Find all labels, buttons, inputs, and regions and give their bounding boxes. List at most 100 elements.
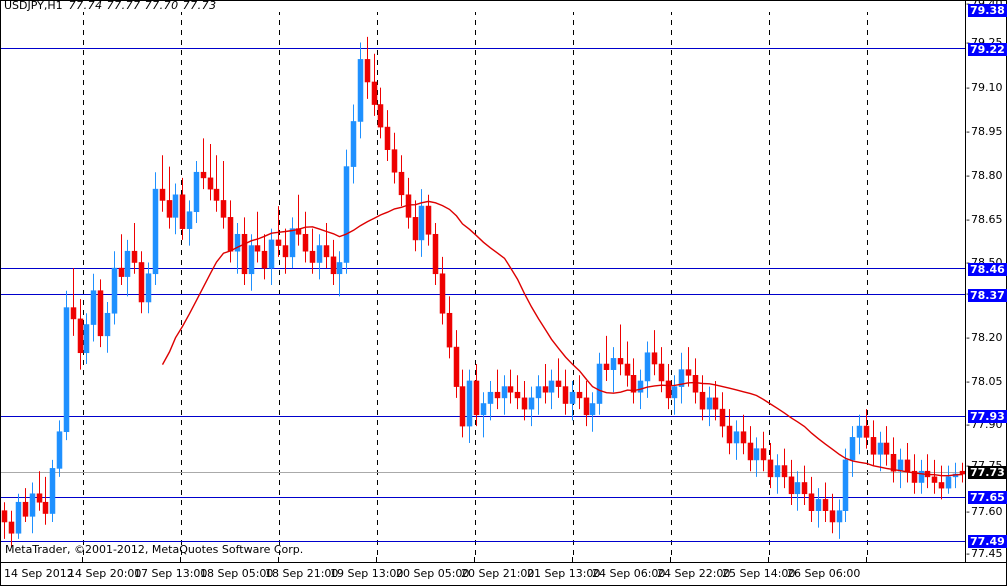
price-tick: ‐79.10 bbox=[966, 82, 1003, 93]
candle-body bbox=[569, 391, 576, 404]
candle-body bbox=[610, 358, 617, 370]
price-tick-label: 78.65 bbox=[971, 213, 1003, 226]
candle-body bbox=[644, 352, 651, 382]
candle-body bbox=[213, 188, 220, 201]
price-tick-mark: ‐ bbox=[966, 37, 971, 48]
candle-body bbox=[42, 501, 49, 514]
candle-body bbox=[261, 250, 268, 269]
moving-average-line bbox=[161, 200, 963, 477]
price-level-badge[interactable]: 79.22 bbox=[968, 43, 1007, 56]
candle-body bbox=[494, 391, 501, 399]
candle-body bbox=[179, 194, 186, 229]
price-level-badge[interactable]: 78.46 bbox=[968, 263, 1007, 276]
candle-body bbox=[836, 510, 843, 523]
candle-body bbox=[596, 363, 603, 404]
time-tick-label: 18 Sep 21:00 bbox=[265, 567, 339, 580]
price-tick-label: 78.80 bbox=[971, 169, 1003, 182]
price-tick: ‐77.45 bbox=[966, 548, 1003, 559]
candle-body bbox=[507, 386, 514, 393]
price-level-badge[interactable]: 77.73 bbox=[968, 466, 1007, 479]
candle-body bbox=[22, 501, 29, 517]
time-tick-label: 25 Sep 14:00 bbox=[722, 567, 796, 580]
candle-body bbox=[398, 171, 405, 196]
candle-body bbox=[275, 239, 282, 246]
candle-body bbox=[931, 476, 938, 483]
candle-body bbox=[603, 363, 610, 370]
candle-body bbox=[36, 493, 43, 503]
price-tick-mark: ‐ bbox=[966, 257, 971, 268]
candle-body bbox=[706, 397, 713, 410]
price-level-badge[interactable]: 79.38 bbox=[968, 4, 1007, 17]
candle-body bbox=[794, 482, 801, 495]
price-level-badge[interactable]: 77.93 bbox=[968, 410, 1007, 423]
time-axis[interactable]: 14 Sep 2012 14 Sep 20:00 17 Sep 13:00 18 Se… bbox=[0, 557, 1007, 586]
candle-body bbox=[302, 233, 309, 252]
price-level-badge[interactable]: 77.65 bbox=[968, 491, 1007, 504]
candle-body bbox=[350, 121, 357, 167]
candle-body bbox=[487, 391, 494, 404]
candle-body bbox=[890, 453, 897, 472]
time-tick-label: 24 Sep 22:00 bbox=[657, 567, 731, 580]
candle-body bbox=[166, 200, 173, 218]
price-tick-label: 77.45 bbox=[971, 547, 1003, 560]
price-tick-label: 77.75 bbox=[971, 459, 1003, 472]
candle-body bbox=[528, 397, 535, 410]
candle-body bbox=[343, 166, 350, 263]
price-axis[interactable]: ‐79.40‐79.25‐79.10‐78.95‐78.80‐78.65‐78.… bbox=[966, 0, 1007, 563]
candle-body bbox=[459, 386, 466, 427]
candle-body bbox=[8, 521, 15, 534]
time-tick-label: 20 Sep 05:00 bbox=[396, 567, 470, 580]
candle-body bbox=[83, 324, 90, 354]
candle-body bbox=[562, 386, 569, 404]
candle-body bbox=[15, 501, 22, 534]
candle-body bbox=[767, 459, 774, 478]
price-axis-divider bbox=[965, 0, 966, 563]
candle-body bbox=[760, 448, 767, 461]
candle-body bbox=[637, 380, 644, 393]
price-tick-label: 79.25 bbox=[971, 36, 1003, 49]
candle-body bbox=[726, 425, 733, 444]
candle-body bbox=[377, 104, 384, 128]
price-tick-mark: ‐ bbox=[966, 331, 970, 344]
price-tick: ‐78.20 bbox=[966, 332, 1003, 343]
candle-body bbox=[1, 510, 8, 523]
candle-body bbox=[883, 442, 890, 455]
candle-body bbox=[309, 250, 316, 263]
chart-plot-area[interactable] bbox=[1, 12, 965, 560]
candle-body bbox=[624, 363, 631, 376]
time-tick-mark bbox=[670, 557, 671, 563]
candle-body bbox=[938, 482, 945, 489]
candle-body bbox=[514, 391, 521, 399]
price-tick: ‐78.65 bbox=[966, 214, 1003, 225]
time-tick-label: 18 Sep 05:00 bbox=[200, 567, 274, 580]
candle-body bbox=[685, 369, 692, 376]
candle-body bbox=[323, 245, 330, 258]
candle-body bbox=[207, 177, 214, 190]
candle-body bbox=[856, 425, 863, 438]
candle-body bbox=[371, 81, 378, 105]
candle-body bbox=[384, 126, 391, 150]
candle-body bbox=[268, 239, 275, 269]
candle-body bbox=[863, 425, 870, 438]
price-tick-label: 77.60 bbox=[971, 505, 1003, 518]
chart-title: USDJPY,H1 77.74 77.77 77.70 77.73 bbox=[4, 0, 217, 12]
time-tick-label: 14 Sep 20:00 bbox=[68, 567, 142, 580]
candle-body bbox=[124, 250, 131, 277]
candle-body bbox=[145, 273, 152, 303]
time-tick-label: 17 Sep 13:00 bbox=[134, 567, 208, 580]
candle-body bbox=[412, 217, 419, 241]
candle-body bbox=[576, 391, 583, 399]
price-tick: ‐77.60 bbox=[966, 506, 1003, 517]
candle-body bbox=[781, 465, 788, 478]
chart-symbol-label: USDJPY,H1 bbox=[4, 0, 63, 12]
candle-body bbox=[364, 59, 371, 83]
chart-canvas bbox=[1, 12, 965, 560]
price-level-badge[interactable]: 77.49 bbox=[968, 535, 1007, 548]
candle-body bbox=[877, 442, 884, 455]
candle-body bbox=[740, 431, 747, 444]
price-level-badge[interactable]: 78.37 bbox=[968, 289, 1007, 302]
time-tick-mark bbox=[278, 557, 279, 563]
candle-body bbox=[842, 459, 849, 511]
candle-body bbox=[501, 386, 508, 399]
